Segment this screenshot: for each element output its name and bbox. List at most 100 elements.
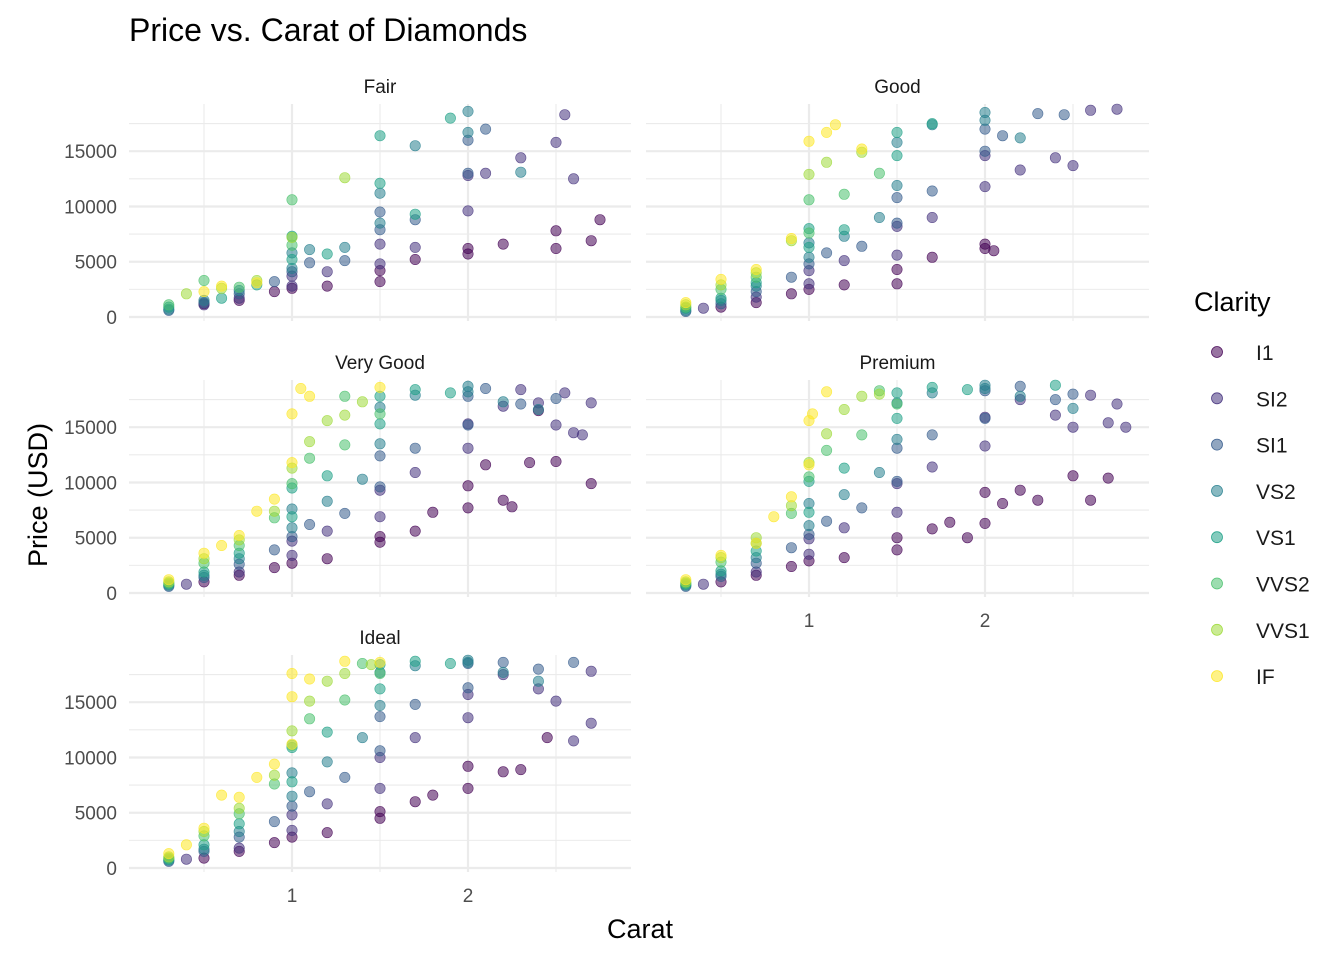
data-point <box>715 273 727 285</box>
data-point <box>356 473 368 485</box>
y-tick-label: 5000 <box>75 804 117 825</box>
data-point <box>286 738 298 750</box>
data-point <box>926 185 938 197</box>
data-point <box>233 842 245 854</box>
data-point <box>532 663 544 675</box>
data-point <box>1049 409 1061 421</box>
data-point <box>1102 472 1114 484</box>
data-point <box>295 382 307 394</box>
data-point <box>286 790 298 802</box>
data-point <box>979 440 991 452</box>
data-point <box>891 278 903 290</box>
facet-good: Good <box>646 77 1149 321</box>
data-point <box>803 194 815 206</box>
data-point <box>268 816 280 828</box>
data-point <box>480 123 492 135</box>
data-point <box>321 266 333 278</box>
data-point <box>997 497 1009 509</box>
series-vvs2 <box>163 390 386 589</box>
data-point <box>806 408 818 420</box>
data-point <box>374 481 386 493</box>
data-point <box>515 398 527 410</box>
series-vvs1 <box>163 396 368 588</box>
data-point <box>838 489 850 501</box>
data-point <box>515 384 527 396</box>
data-point <box>374 206 386 218</box>
data-point <box>374 177 386 189</box>
data-point <box>821 247 833 259</box>
data-point <box>374 238 386 250</box>
data-point <box>321 415 333 427</box>
data-point <box>339 172 351 184</box>
legend-label: VVS2 <box>1256 574 1310 597</box>
data-point <box>321 756 333 768</box>
data-point <box>374 258 386 270</box>
data-point <box>1032 108 1044 120</box>
data-point <box>462 419 474 431</box>
data-point <box>497 238 509 250</box>
series-vvs2 <box>163 194 298 311</box>
data-point <box>891 398 903 410</box>
data-point <box>576 429 588 441</box>
data-point <box>550 243 562 255</box>
data-point <box>1049 394 1061 406</box>
data-point <box>180 839 192 851</box>
data-point <box>680 574 692 586</box>
data-point <box>550 136 562 148</box>
data-point <box>821 386 833 398</box>
data-point <box>480 459 492 471</box>
data-point <box>838 188 850 200</box>
data-point <box>856 390 868 402</box>
series-vvs1 <box>680 388 885 588</box>
data-point <box>321 525 333 537</box>
data-point <box>286 231 298 243</box>
data-point <box>286 725 298 737</box>
legend-label: IF <box>1256 666 1275 689</box>
data-point <box>1085 494 1097 506</box>
data-point <box>785 271 797 283</box>
data-point <box>374 187 386 199</box>
data-point <box>339 390 351 402</box>
data-point <box>838 552 850 564</box>
data-point <box>506 501 518 513</box>
data-point <box>374 418 386 430</box>
legend-item-vs1: VS1 <box>1211 527 1296 550</box>
data-point <box>550 455 562 467</box>
data-point <box>891 263 903 275</box>
data-point <box>198 274 210 286</box>
data-point <box>1111 398 1123 410</box>
legend-key <box>1211 670 1223 682</box>
legend-label: VS1 <box>1256 527 1296 550</box>
data-point <box>427 506 439 518</box>
series-si1 <box>680 380 1079 592</box>
data-point <box>979 486 991 498</box>
data-point <box>873 466 885 478</box>
data-point <box>821 126 833 138</box>
data-point <box>180 288 192 300</box>
legend-label: SI2 <box>1256 388 1288 411</box>
data-point <box>541 732 553 744</box>
data-point <box>374 683 386 695</box>
series-si2 <box>198 109 580 311</box>
data-point <box>497 656 509 668</box>
legend-item-vvs1: VVS1 <box>1211 620 1310 643</box>
data-point <box>304 713 316 725</box>
data-point <box>286 691 298 703</box>
data-point <box>409 525 421 537</box>
data-point <box>233 802 245 814</box>
y-tick-label: 0 <box>106 308 117 329</box>
data-point <box>559 109 571 121</box>
series-si2 <box>697 103 1123 314</box>
data-point <box>304 786 316 798</box>
data-point <box>585 397 597 409</box>
data-point <box>550 225 562 237</box>
data-point <box>374 745 386 757</box>
data-point <box>1067 388 1079 400</box>
data-point <box>1067 470 1079 482</box>
data-point <box>321 726 333 738</box>
data-point <box>532 403 544 415</box>
data-point <box>233 791 245 803</box>
data-point <box>926 523 938 535</box>
facet-strip-label: Premium <box>859 353 935 374</box>
